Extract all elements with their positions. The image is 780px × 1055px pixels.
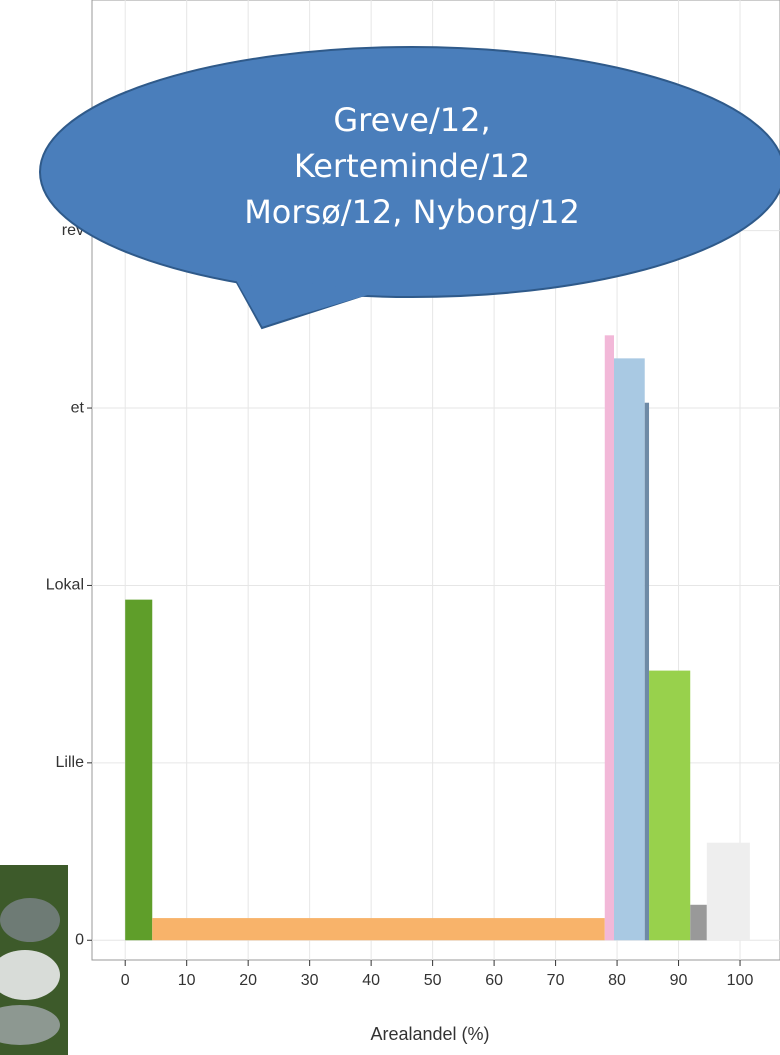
callout-line: Greve/12, (333, 101, 490, 139)
y-tick-label: Lokal (46, 577, 84, 594)
x-tick-label: 50 (424, 972, 442, 989)
plot-border (91, 0, 780, 961)
x-tick-label: 30 (301, 972, 319, 989)
callout-line: Morsø/12, Nyborg/12 (244, 193, 580, 231)
x-tick-label: 10 (178, 972, 196, 989)
bar (690, 904, 707, 941)
bar (125, 599, 153, 941)
x-tick-label: 100 (727, 972, 754, 989)
bar (604, 335, 614, 941)
y-tick-label: 0 (75, 931, 84, 948)
bar (152, 918, 605, 941)
bar (644, 402, 650, 941)
bird-photo (0, 865, 68, 1055)
callout-line: Kerteminde/12 (294, 147, 530, 185)
x-tick-label: 90 (670, 972, 688, 989)
y-tick-label: Lille (56, 754, 85, 771)
bar (613, 358, 645, 941)
y-tick-label: et (71, 399, 85, 416)
x-tick-label: 60 (485, 972, 503, 989)
bar (649, 670, 691, 941)
x-tick-label: 20 (239, 972, 257, 989)
x-tick-label: 0 (121, 972, 130, 989)
x-tick-label: 80 (608, 972, 626, 989)
bar (706, 842, 750, 941)
callout: Greve/12, Kerteminde/12 Morsø/12, Nyborg… (39, 46, 780, 330)
x-tick-label: 70 (547, 972, 565, 989)
x-axis-label: Arealandel (%) (370, 1024, 489, 1044)
x-tick-label: 40 (362, 972, 380, 989)
